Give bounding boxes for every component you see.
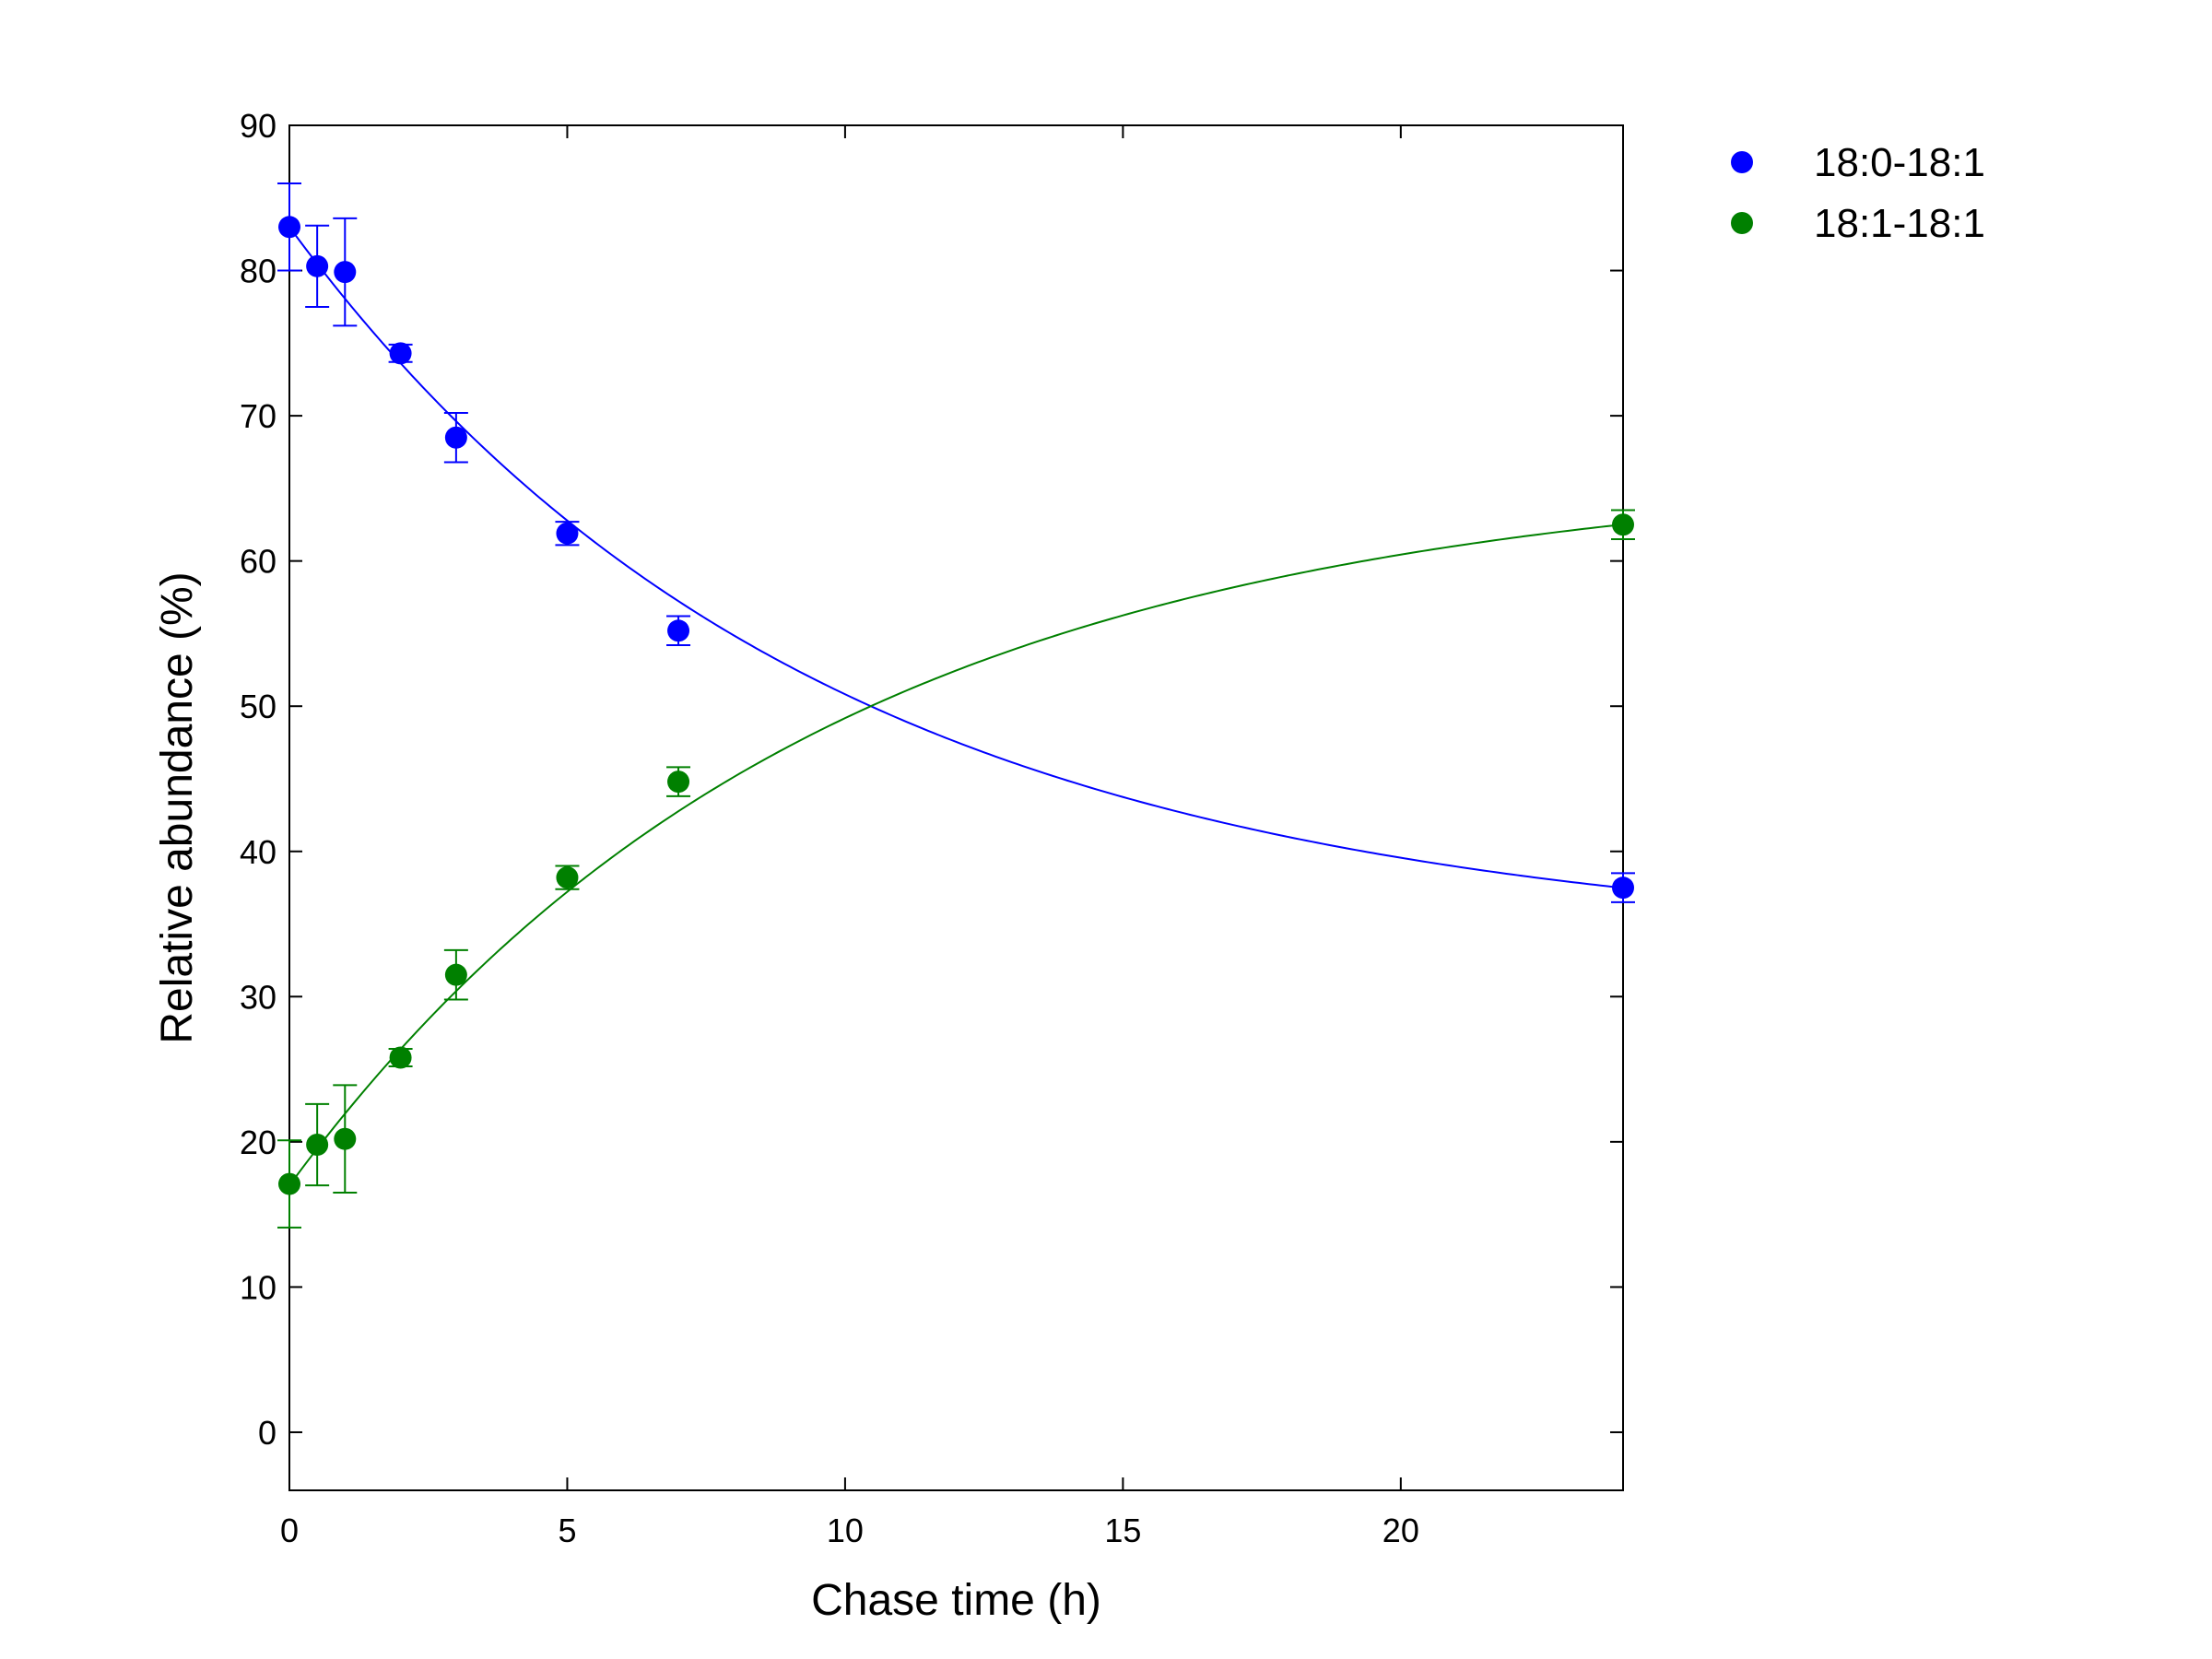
x-tick-label: 15 (1104, 1512, 1141, 1549)
data-point (334, 261, 357, 284)
y-tick-label: 60 (240, 543, 276, 581)
data-point (278, 1172, 300, 1195)
data-point (556, 866, 579, 889)
y-tick-label: 50 (240, 688, 276, 725)
y-axis-title: Relative abundance (%) (153, 571, 202, 1043)
plot-frame (288, 124, 1624, 1491)
y-tick-label: 0 (258, 1414, 276, 1452)
y-tick-label: 70 (240, 397, 276, 435)
data-point (444, 426, 467, 449)
legend-label: 18:1-18:1 (1814, 201, 1985, 246)
data-point (389, 1046, 412, 1069)
data-point (444, 963, 467, 986)
x-axis-title: Chase time (h) (811, 1576, 1101, 1625)
data-point (556, 522, 579, 545)
data-point (306, 1134, 329, 1157)
data-point (306, 254, 329, 277)
legend-marker (1731, 151, 1753, 173)
data-point (1612, 513, 1634, 536)
plot-area: 0 5 10 15 20 0 10 20 30 40 50 60 70 80 90 (240, 107, 1635, 1549)
data-point (667, 771, 690, 794)
y-tick-label: 80 (240, 253, 276, 290)
data-point (334, 1127, 357, 1150)
y-tick-label: 40 (240, 833, 276, 871)
data-point (278, 216, 300, 239)
fit-curve (288, 524, 1624, 1186)
y-tick-label: 10 (240, 1268, 276, 1306)
data-point (667, 619, 690, 642)
data-point (389, 342, 412, 365)
y-tick-label: 90 (240, 107, 276, 145)
x-tick-label: 0 (280, 1512, 299, 1549)
y-tick-label: 30 (240, 978, 276, 1016)
x-tick-label: 20 (1382, 1512, 1419, 1549)
legend-label: 18:0-18:1 (1814, 140, 1985, 185)
legend: 18:0-18:1 18:1-18:1 (1731, 140, 1985, 246)
x-tick-label: 5 (558, 1512, 576, 1549)
y-tick-label: 20 (240, 1124, 276, 1161)
data-point (1612, 877, 1634, 900)
x-tick-label: 10 (827, 1512, 864, 1549)
legend-marker (1731, 212, 1753, 234)
fit-curve (288, 226, 1624, 889)
